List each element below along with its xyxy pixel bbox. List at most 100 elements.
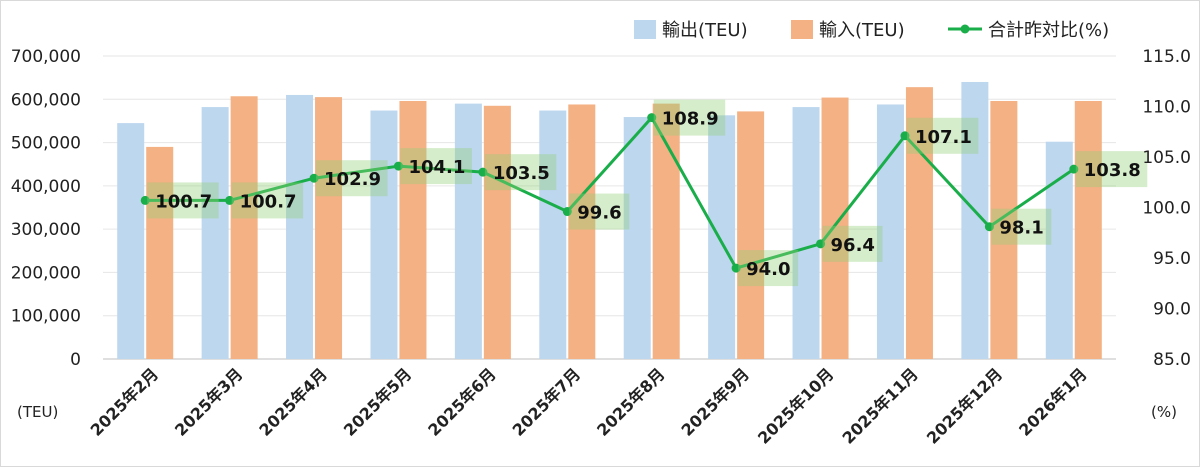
bar-import [821, 97, 849, 359]
data-label: 104.1 [408, 157, 465, 178]
data-label-box [569, 193, 630, 230]
legend-swatch [791, 20, 813, 39]
y-right-unit-label: (%) [1151, 403, 1177, 421]
y-left-tick-label: 300,000 [11, 220, 81, 240]
bar-export [623, 117, 651, 359]
bar-export [201, 107, 229, 359]
yoy-point [984, 222, 994, 232]
data-label: 100.7 [155, 191, 212, 212]
bar-export [454, 103, 482, 359]
data-label-box [822, 225, 883, 262]
data-label-box [1075, 151, 1148, 188]
yoy-point [562, 207, 572, 217]
y-left-tick-label: 200,000 [11, 263, 81, 283]
bar-import [399, 101, 427, 359]
bar-import [905, 87, 933, 359]
y-right-tick-label: 85.0 [1153, 350, 1191, 370]
y-left-tick-label: 100,000 [11, 307, 81, 327]
yoy-point [1069, 164, 1079, 174]
data-label-box [400, 148, 472, 185]
x-tick-label: 2025年3月 [171, 364, 246, 439]
y-right-tick-label: 115.0 [1142, 47, 1191, 67]
bar-export [539, 110, 567, 359]
legend-label: 合計昨対比(%) [988, 20, 1109, 41]
data-labels: 100.7 100.7 102.9 104.1 103.5 99.6 108.9 94.0 96… [147, 99, 1148, 287]
yoy-point [816, 239, 826, 249]
yoy-point [393, 161, 403, 171]
bar-export [792, 107, 820, 359]
line-series [140, 113, 1079, 273]
data-label-box [231, 182, 304, 219]
yoy-point [478, 167, 488, 177]
y-left-unit-label: (TEU) [17, 403, 58, 421]
yoy-point [731, 263, 741, 273]
data-label: 108.9 [662, 109, 719, 130]
data-label: 107.1 [915, 127, 972, 148]
y-axis-left: 0 100,000 200,000 300,000 400,000 500,000 600,… [11, 47, 81, 370]
y-right-tick-label: 90.0 [1153, 300, 1191, 320]
x-tick-label: 2025年9月 [678, 364, 753, 439]
data-label-box [316, 160, 388, 197]
y-left-tick-label: 400,000 [11, 177, 81, 197]
bar-import [146, 146, 174, 359]
data-label-box [147, 182, 219, 219]
legend-swatch [634, 20, 656, 39]
y-right-tick-label: 95.0 [1153, 249, 1191, 269]
bar-import [315, 97, 343, 359]
data-label-box [738, 250, 799, 287]
data-label: 102.9 [324, 169, 381, 190]
y-right-tick-label: 110.0 [1142, 98, 1191, 118]
yoy-point [647, 113, 657, 123]
yoy-point [225, 195, 235, 205]
x-tick-label: 2026年1月 [1015, 364, 1090, 439]
bar-export [370, 110, 398, 359]
bar-export [286, 94, 314, 359]
bar-export [117, 123, 145, 359]
bar-export [876, 104, 904, 359]
data-label: 99.6 [577, 203, 621, 224]
x-tick-label: 2025年12月 [923, 364, 1006, 447]
y-left-tick-label: 700,000 [11, 47, 81, 67]
x-tick-label: 2025年10月 [754, 364, 837, 447]
y-axis-right: 85.0 90.0 95.0 100.0 105.0 110.0 115.0 [1142, 47, 1191, 370]
x-tick-label: 2025年6月 [424, 364, 499, 439]
yoy-point [140, 195, 150, 205]
bar-export [708, 115, 736, 360]
legend: 輸出(TEU) 輸入(TEU) 合計昨対比(%) [634, 20, 1109, 41]
yoy-line [145, 115, 1075, 270]
bar-import [568, 104, 596, 359]
data-label: 103.8 [1084, 160, 1141, 181]
x-tick-label: 2025年11月 [838, 364, 921, 447]
data-label: 94.0 [746, 259, 790, 280]
x-tick-label: 2025年7月 [509, 364, 584, 439]
bar-import [737, 111, 765, 359]
bar-import [483, 105, 511, 360]
data-label-box [653, 99, 726, 136]
y-left-tick-label: 600,000 [11, 90, 81, 110]
data-label-box [991, 208, 1052, 245]
x-tick-label: 2025年8月 [593, 364, 668, 439]
x-tick-label: 2025年5月 [340, 364, 415, 439]
data-label: 96.4 [831, 235, 875, 256]
y-left-tick-label: 500,000 [11, 134, 81, 154]
bar-import [990, 101, 1018, 359]
bar-import [230, 96, 258, 360]
yoy-point [900, 131, 910, 141]
data-label: 103.5 [493, 163, 550, 184]
y-right-tick-label: 105.0 [1142, 148, 1191, 168]
data-label: 100.7 [240, 191, 297, 212]
bar-import [1074, 101, 1102, 359]
bar-series [117, 81, 1102, 360]
legend-label: 輸出(TEU) [662, 20, 748, 41]
x-tick-label: 2025年4月 [255, 364, 330, 439]
y-right-tick-label: 100.0 [1142, 199, 1191, 219]
legend-label: 輸入(TEU) [819, 20, 905, 41]
data-label-box [906, 117, 979, 154]
data-label-box [484, 154, 557, 191]
gridlines [103, 55, 1116, 360]
yoy-point [309, 173, 319, 183]
x-tick-label: 2025年2月 [87, 364, 162, 439]
legend-marker [960, 24, 970, 34]
